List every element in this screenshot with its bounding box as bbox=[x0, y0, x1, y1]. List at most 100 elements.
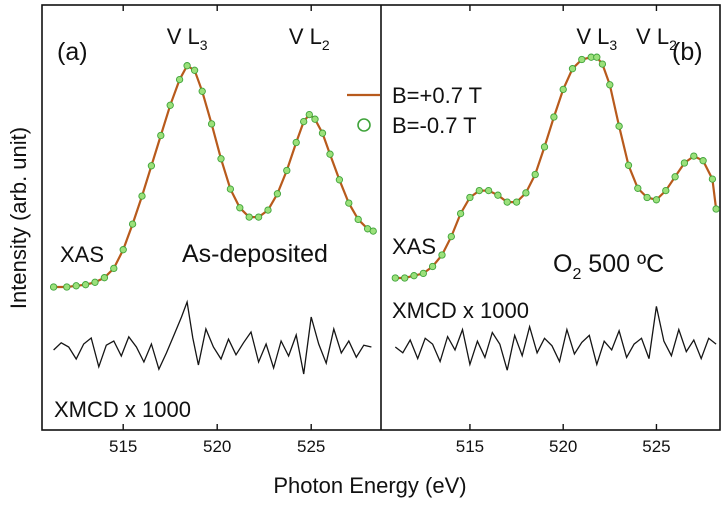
x-tick-label-525: 525 bbox=[297, 437, 325, 456]
xas-point-minus bbox=[273, 190, 282, 198]
xas-point-minus bbox=[428, 262, 437, 271]
xas-label: XAS bbox=[392, 234, 436, 259]
xas-point-minus bbox=[175, 75, 184, 84]
xas-point-minus bbox=[559, 85, 567, 94]
xas-point-minus bbox=[110, 264, 118, 273]
xas-point-minus bbox=[624, 161, 633, 169]
peak-label-main: V L bbox=[289, 24, 322, 49]
legend: B=+0.7 T B=-0.7 T bbox=[347, 83, 482, 138]
xas-point-minus bbox=[690, 152, 698, 160]
peak-label-main: V L bbox=[636, 24, 669, 49]
xas-point-minus bbox=[292, 138, 300, 147]
panel-label: (a) bbox=[57, 38, 88, 66]
legend-label-plus: B=+0.7 T bbox=[392, 83, 482, 108]
xas-point-minus bbox=[226, 185, 235, 193]
sample-annotation-main: As-deposited bbox=[182, 240, 328, 268]
peak-label-1: V L2 bbox=[289, 24, 330, 53]
xas-point-minus bbox=[369, 227, 377, 235]
xas-point-minus bbox=[671, 173, 679, 181]
xas-point-minus bbox=[245, 213, 253, 221]
xas-point-minus bbox=[217, 155, 225, 163]
xas-point-minus bbox=[49, 283, 58, 291]
xmcd-line bbox=[53, 299, 372, 375]
xas-point-minus bbox=[138, 192, 146, 200]
xas-point-minus bbox=[643, 193, 651, 202]
peak-label-sub: 2 bbox=[669, 37, 677, 53]
peak-label-sub: 2 bbox=[322, 37, 330, 53]
xas-point-minus bbox=[119, 246, 127, 254]
xas-point-minus bbox=[391, 274, 399, 282]
xas-label: XAS bbox=[60, 242, 104, 267]
peak-label-0: V L3 bbox=[167, 24, 208, 53]
xas-point-minus bbox=[72, 282, 80, 290]
xas-point-minus bbox=[531, 170, 539, 179]
xas-point-minus bbox=[652, 196, 661, 204]
xas-point-minus bbox=[699, 157, 707, 165]
xas-point-minus bbox=[335, 176, 344, 184]
xas-point-minus bbox=[100, 274, 109, 282]
xas-point-minus bbox=[634, 184, 642, 192]
sample-annotation: O2 500 ºC bbox=[553, 250, 664, 283]
xas-point-minus bbox=[254, 213, 263, 221]
xas-point-minus bbox=[157, 131, 165, 140]
xas-point-minus bbox=[264, 206, 272, 214]
xas-point-minus bbox=[503, 198, 511, 206]
xas-point-minus bbox=[147, 162, 156, 170]
sample-annotation-sub: 2 bbox=[572, 266, 581, 283]
panel-label: (b) bbox=[672, 38, 703, 66]
xas-point-minus bbox=[419, 269, 427, 278]
xas-point-minus bbox=[615, 122, 623, 130]
xas-point-minus bbox=[128, 220, 137, 228]
xas-point-minus bbox=[401, 274, 409, 282]
xas-point-minus bbox=[345, 199, 353, 207]
peak-label-sub: 3 bbox=[200, 37, 208, 53]
legend-marker-minus bbox=[357, 118, 371, 132]
xas-point-minus bbox=[708, 175, 717, 183]
xmcd-label: XMCD x 1000 bbox=[392, 298, 529, 323]
xas-point-minus bbox=[466, 193, 474, 202]
xas-point-minus bbox=[81, 281, 90, 289]
xas-point-minus bbox=[578, 55, 586, 64]
xas-point-minus bbox=[198, 87, 206, 95]
peak-label-sub: 3 bbox=[609, 37, 617, 53]
xas-point-minus bbox=[447, 232, 455, 241]
xas-point-minus bbox=[354, 215, 362, 224]
xas-point-minus bbox=[207, 120, 216, 128]
xas-point-minus bbox=[183, 62, 191, 70]
xas-point-minus bbox=[410, 272, 418, 280]
xas-point-minus bbox=[283, 166, 291, 175]
x-axis-title: Photon Energy (eV) bbox=[273, 473, 466, 498]
xas-point-minus bbox=[606, 81, 614, 89]
xas-point-minus bbox=[662, 186, 670, 195]
sample-annotation-rest: 500 ºC bbox=[581, 250, 664, 278]
xmcd-line bbox=[394, 306, 717, 371]
xas-point-minus bbox=[166, 101, 174, 109]
xas-point-minus bbox=[305, 110, 313, 119]
peak-label-0: V L3 bbox=[576, 24, 617, 53]
xas-point-minus bbox=[540, 143, 549, 151]
legend-label-minus: B=-0.7 T bbox=[392, 113, 477, 138]
xas-point-minus bbox=[522, 189, 530, 197]
peak-label-main: V L bbox=[167, 24, 200, 49]
x-tick-label-515: 515 bbox=[456, 437, 484, 456]
xas-point-minus bbox=[593, 53, 601, 61]
xas-point-minus bbox=[475, 186, 483, 195]
xas-point-minus bbox=[568, 65, 577, 73]
xas-point-minus bbox=[236, 204, 244, 212]
peak-label-main: V L bbox=[576, 24, 609, 49]
xas-point-minus bbox=[311, 115, 319, 123]
xas-point-minus bbox=[550, 113, 558, 121]
y-axis-title: Intensity (arb. unit) bbox=[6, 127, 31, 309]
xas-point-minus bbox=[598, 60, 607, 68]
xas-point-minus bbox=[456, 209, 465, 218]
xas-point-minus bbox=[712, 205, 720, 213]
x-tick-label-515: 515 bbox=[109, 437, 137, 456]
xas-point-minus bbox=[438, 251, 446, 259]
sample-annotation-main: O bbox=[553, 250, 572, 278]
xas-point-minus bbox=[190, 66, 199, 74]
xas-point-minus bbox=[512, 198, 521, 206]
x-tick-label-520: 520 bbox=[203, 437, 231, 456]
xas-point-minus bbox=[91, 278, 99, 286]
